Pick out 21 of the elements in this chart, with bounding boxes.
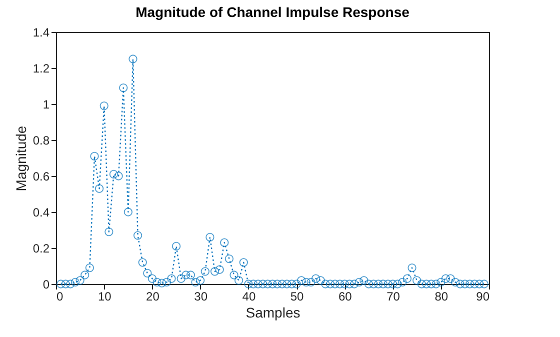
y-tick-label: 1.4	[32, 26, 50, 40]
x-tick-label: 60	[338, 290, 352, 304]
y-tick-label: 1.2	[32, 62, 50, 76]
chart-title: Magnitude of Channel Impulse Response	[136, 4, 410, 20]
y-tick-label: 0	[42, 278, 50, 292]
y-tick-label: 1	[42, 98, 50, 112]
x-tick-label: 70	[386, 290, 400, 304]
x-tick-label: 90	[476, 290, 490, 304]
x-tick-label: 20	[146, 290, 160, 304]
y-tick-label: 0.2	[32, 242, 50, 256]
y-tick-label: 0.4	[32, 206, 50, 220]
x-tick-label: 80	[434, 290, 448, 304]
y-tick-label: 0.8	[32, 134, 50, 148]
x-axis-title: Samples	[246, 304, 300, 320]
x-tick-label: 40	[242, 290, 256, 304]
y-axis-title: Magnitude	[12, 126, 29, 192]
x-tick-label: 30	[194, 290, 208, 304]
x-tick-label: 10	[98, 290, 112, 304]
x-tick-label: 50	[290, 290, 304, 304]
y-tick-label: 0.6	[32, 170, 50, 184]
x-tick-label: 0	[56, 290, 64, 304]
